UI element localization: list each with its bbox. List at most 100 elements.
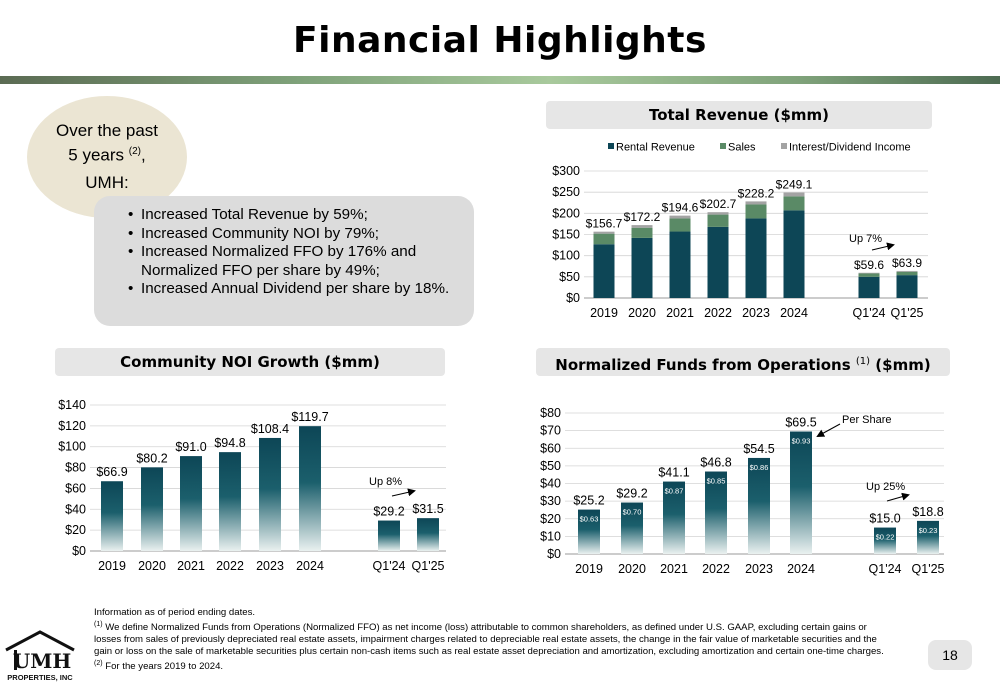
noi-bar [378,520,400,551]
revenue-y-tick-label: $50 [559,270,580,284]
revenue-bar-segment [593,244,615,298]
revenue-bar-segment [631,225,653,228]
ffo-per-share-label: $0.85 [707,477,726,486]
ffo-y-tick-label: $70 [540,424,561,438]
revenue-x-tick-label: 2021 [666,306,694,320]
revenue-bar-segment [631,237,653,298]
revenue-data-label: $172.2 [624,210,661,224]
revenue-bar-segment [707,214,729,227]
revenue-legend-label: Interest/Dividend Income [789,142,911,154]
ffo-y-tick-label: $80 [540,406,561,420]
ffo-data-label: $29.2 [616,487,647,501]
revenue-legend-swatch [781,143,787,149]
noi-chart-title: Community NOI Growth ($mm) [55,348,445,376]
revenue-bar-segment [669,218,691,232]
revenue-data-label: $228.2 [738,186,775,200]
revenue-bar-segment [745,201,767,205]
revenue-growth-annotation: Up 7% [849,233,882,245]
intro-footnote-ref: (2) [128,146,141,157]
ffo-title-unit: ($mm) [875,356,931,374]
noi-x-tick-label: 2022 [216,559,244,573]
noi-x-tick-label: 2021 [177,559,205,573]
noi-data-label: $31.5 [412,502,443,516]
ffo-title-footnote-ref: (1) [855,356,871,367]
noi-y-tick-label: $60 [65,481,86,495]
revenue-bar-segment [707,212,729,215]
revenue-bar-segment [745,218,767,298]
revenue-chart-title: Total Revenue ($mm) [546,101,932,129]
ffo-x-tick-label: 2024 [787,562,815,576]
revenue-bar-segment [631,227,653,238]
umh-logo: UMH PROPERTIES, INC [5,630,75,682]
revenue-y-tick-label: $200 [552,206,580,220]
footnote-2: (2) For the years 2019 to 2024. [94,658,884,673]
ffo-bar [578,509,600,554]
revenue-data-label: $202.7 [700,197,737,211]
footnotes: Information as of period ending dates. (… [94,607,884,673]
revenue-growth-arrow [871,242,895,251]
intro-line1: Over the past [55,121,159,140]
ffo-data-label: $69.5 [785,416,816,430]
ffo-data-label: $25.2 [573,494,604,508]
ffo-per-share-label: $0.93 [792,437,811,446]
noi-growth-annotation: Up 8% [369,476,402,488]
revenue-x-tick-label: Q1'24 [853,306,886,320]
revenue-legend-label: Sales [728,142,756,154]
noi-data-label: $119.7 [291,410,328,424]
noi-bar [180,456,202,551]
noi-bar [219,452,241,551]
revenue-bar-segment [745,204,767,219]
ffo-bar [663,481,685,554]
ffo-y-tick-label: $40 [540,477,561,491]
intro-line2-end: , [140,145,146,165]
ffo-data-label: $54.5 [743,442,774,456]
noi-data-label: $66.9 [96,465,127,479]
ffo-x-tick-label: 2019 [575,562,603,576]
highlight-item: Increased Normalized FFO by 176% and Nor… [128,243,464,280]
noi-y-tick-label: $20 [65,523,86,537]
footnote-2-text: For the years 2019 to 2024. [105,661,224,673]
ffo-bar [917,520,939,554]
revenue-y-tick-label: $0 [566,291,580,305]
revenue-x-tick-label: 2020 [628,306,656,320]
footnote-1-marker: (1) [94,621,103,628]
ffo-y-tick-label: $10 [540,529,561,543]
ffo-bar [874,527,896,554]
revenue-x-tick-label: 2024 [780,306,808,320]
ffo-bar [748,457,770,554]
noi-y-tick-label: $0 [72,544,86,558]
ffo-x-tick-label: Q1'25 [912,562,945,576]
revenue-y-tick-label: $150 [552,228,580,242]
ffo-data-label: $15.0 [869,512,900,526]
revenue-bar-segment [593,231,615,234]
ffo-y-tick-label: $20 [540,512,561,526]
ffo-per-share-label: $0.70 [623,508,642,517]
logo-subtitle: PROPERTIES, INC [7,673,73,682]
revenue-bar-segment [783,210,805,298]
ffo-x-tick-label: 2023 [745,562,773,576]
highlights-box: Increased Total Revenue by 59%; Increase… [94,196,474,326]
revenue-bar-segment [858,276,880,298]
footnote-1: (1) We define Normalized Funds from Oper… [94,619,884,658]
revenue-y-tick-label: $300 [552,164,580,178]
revenue-legend-label: Rental Revenue [616,142,695,154]
footnote-1-text: We define Normalized Funds from Operatio… [94,622,884,658]
noi-data-label: $80.2 [136,451,167,465]
revenue-bar-segment [707,226,729,298]
noi-x-tick-label: 2023 [256,559,284,573]
revenue-data-label: $59.6 [854,258,884,272]
ffo-y-tick-label: $60 [540,441,561,455]
intro-line2: 5 years [68,145,125,165]
footnote-2-marker: (2) [94,660,103,668]
ffo-bar [705,471,727,554]
ffo-per-share-callout: Per Share [842,414,892,426]
revenue-x-tick-label: 2023 [742,306,770,320]
ffo-growth-arrow [886,492,910,502]
intro-line3: UMH: [85,172,129,192]
ffo-title-text: Normalized Funds from Operations [555,356,851,374]
revenue-bar-segment [896,271,918,276]
revenue-data-label: $63.9 [892,256,922,270]
noi-data-label: $91.0 [175,440,206,454]
ffo-y-tick-label: $50 [540,459,561,473]
page-number: 18 [928,640,972,670]
